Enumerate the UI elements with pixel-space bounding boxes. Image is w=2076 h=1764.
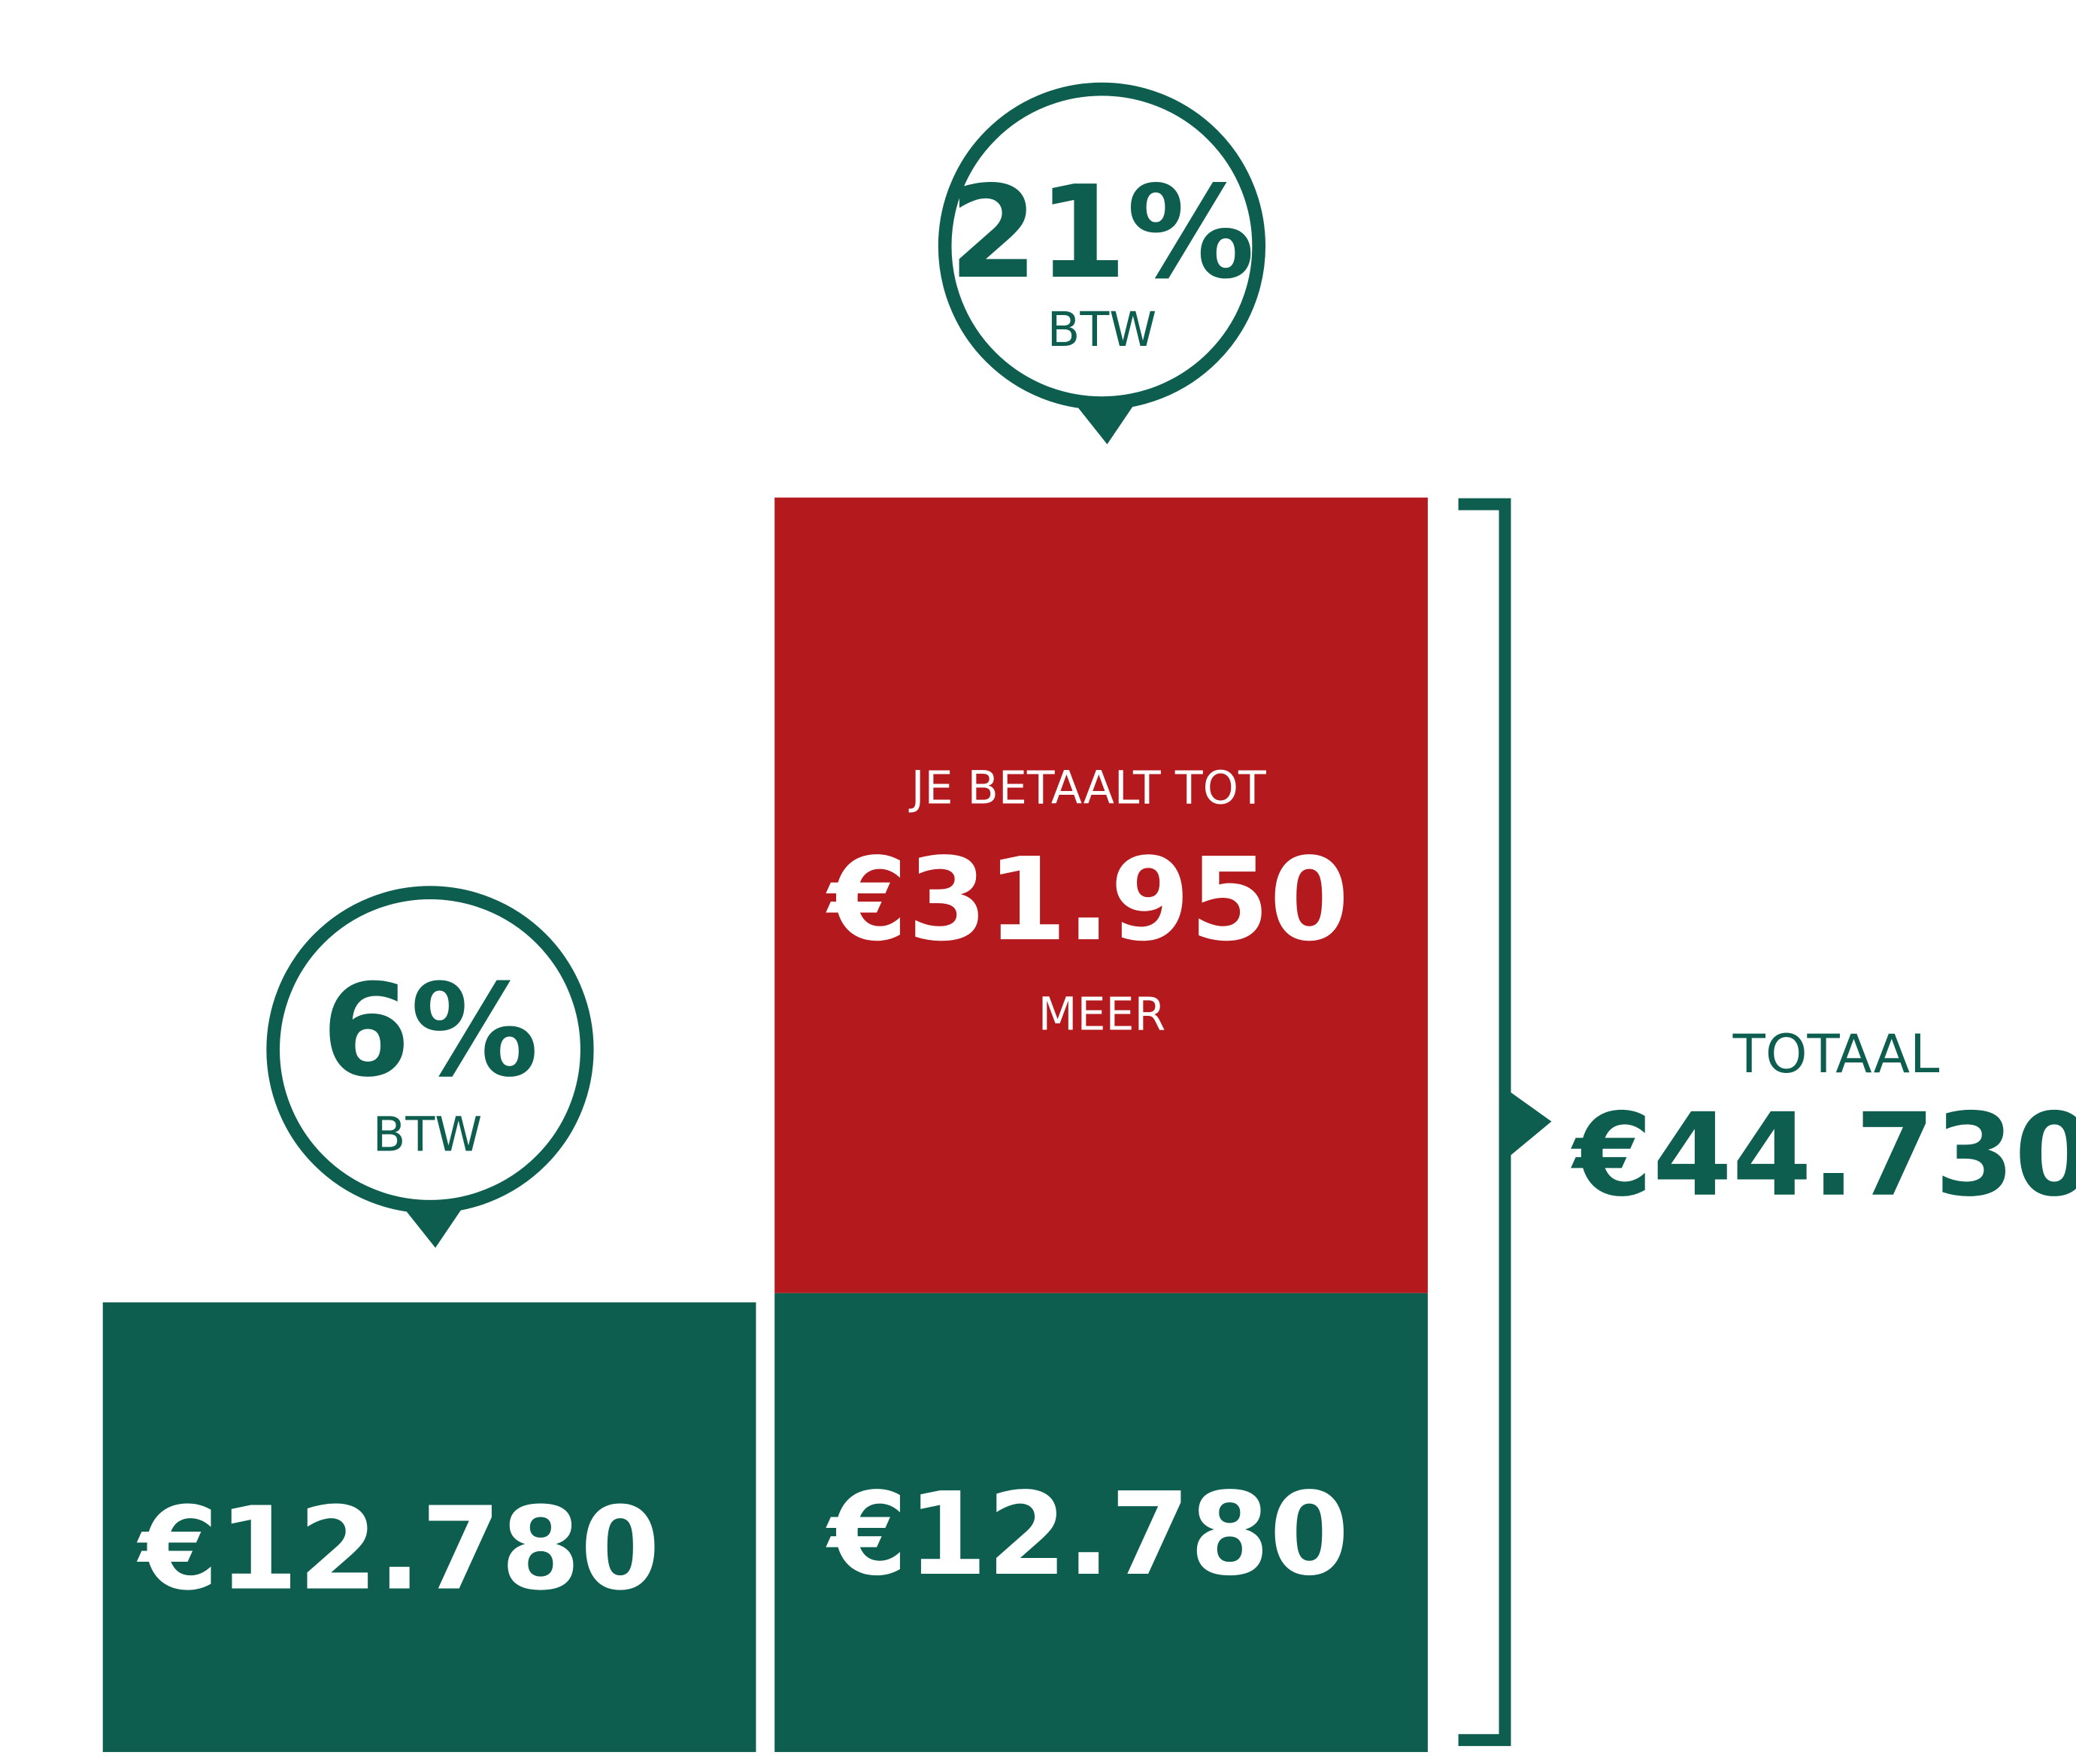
bubble-rate: 21% xyxy=(949,159,1255,308)
total-bracket xyxy=(1458,498,1511,1747)
total-label: TOTAAL xyxy=(1732,1023,1940,1085)
extra-top-label: JE BETAALT TOT xyxy=(908,762,1266,815)
right-base-value: €12.780 xyxy=(826,1468,1349,1601)
total-value: €44.730 xyxy=(1571,1089,2076,1222)
bubble-circle xyxy=(938,82,1266,410)
bubble-label: BTW xyxy=(1047,302,1157,358)
bubble-21-percent: 21% BTW xyxy=(938,82,1266,444)
bubble-pointer xyxy=(399,1202,466,1248)
left-base-value: €12.780 xyxy=(137,1482,660,1615)
bar-21-percent-base xyxy=(774,1293,1428,1753)
extra-value: €31.950 xyxy=(826,833,1349,966)
bubble-rate: 6% xyxy=(322,957,538,1106)
bar-6-percent-base xyxy=(102,1302,756,1753)
bracket-arrow xyxy=(1505,1088,1552,1160)
bubble-label: BTW xyxy=(373,1107,483,1162)
bar-21-percent-extra xyxy=(774,497,1428,1293)
bubble-pointer xyxy=(1071,399,1138,444)
extra-bottom-label: MEER xyxy=(1038,988,1166,1041)
bubble-circle xyxy=(266,886,594,1214)
bubble-6-percent: 6% BTW xyxy=(266,886,594,1248)
